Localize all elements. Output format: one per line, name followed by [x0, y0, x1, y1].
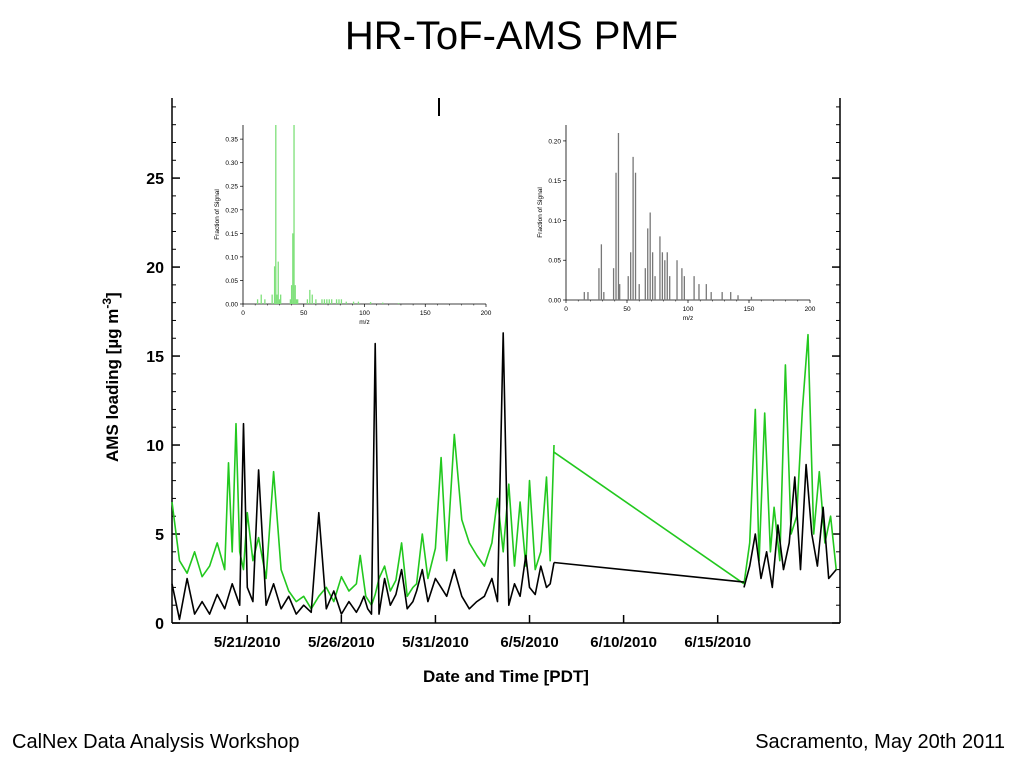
inset1-x-tick-label: 0 — [241, 310, 245, 317]
inset2-y-tick-label: 0.00 — [548, 298, 561, 305]
black-series-line — [171, 332, 555, 621]
slide-title: HR-ToF-AMS PMF — [344, 14, 679, 58]
inset2-x-tick-label: 50 — [623, 306, 631, 313]
inset-gray-spectrum: 0.00 0.05 0.10 0.15 0.20 0 50 100 150 200 m/z Fract… — [534, 118, 822, 328]
inset2-x-tick-label: 200 — [805, 306, 816, 313]
main-x-tick-label: 6/5/2010 — [500, 634, 558, 651]
green-series-line — [553, 451, 745, 585]
main-y-tick-label: 25 — [146, 171, 164, 188]
black-series-line — [743, 463, 837, 589]
black-series-line — [553, 561, 745, 583]
main-y-tick-label: 15 — [146, 349, 164, 366]
inset1-y-tick-label: 0.10 — [225, 254, 238, 261]
inset1-y-tick-label: 0.25 — [225, 184, 238, 191]
inset1-y-tick-label: 0.05 — [225, 278, 238, 285]
inset2-x-tick-label: 0 — [564, 306, 568, 313]
inset1-y-tick-label: 0.00 — [225, 302, 238, 309]
green-series-line — [171, 422, 555, 610]
inset2-y-tick-label: 0.15 — [548, 178, 561, 185]
inset1-x-tick-label: 100 — [359, 310, 370, 317]
main-y-tick-label: 20 — [146, 260, 164, 277]
main-xlabel: Date and Time [PDT] — [423, 667, 589, 686]
main-ylabel: AMS loading [µg m-3] — [100, 292, 122, 462]
inset1-xlabel: m/z — [359, 319, 369, 326]
main-x-tick-label: 6/10/2010 — [590, 634, 657, 651]
inset1-ylabel: Fraction of Signal — [214, 189, 221, 240]
inset-green-spectrum: 0.00 0.05 0.10 0.15 0.20 0.25 0.30 0.35 0 50 100 15… — [211, 118, 497, 328]
footer-workshop: CalNex Data Analysis Workshop — [12, 731, 300, 753]
main-y-tick-label: 5 — [155, 527, 164, 544]
main-y-tick-label: 0 — [155, 616, 164, 633]
inset2-x-tick-label: 100 — [683, 306, 694, 313]
inset2-y-tick-label: 0.10 — [548, 218, 561, 225]
inset1-x-tick-label: 150 — [420, 310, 431, 317]
inset1-x-tick-label: 200 — [481, 310, 492, 317]
footer-location-date: Sacramento, May 20th 2011 — [755, 731, 1005, 753]
green-series-line — [743, 333, 837, 584]
main-x-tick-label: 5/31/2010 — [402, 634, 469, 651]
inset1-y-tick-label: 0.30 — [225, 160, 238, 167]
main-x-tick-label: 5/21/2010 — [214, 634, 281, 651]
inset1-y-tick-label: 0.15 — [225, 231, 238, 238]
inset2-y-tick-label: 0.20 — [548, 138, 561, 145]
inset2-background — [534, 118, 822, 328]
main-x-tick-label: 6/15/2010 — [684, 634, 751, 651]
main-x-tick-label: 5/26/2010 — [308, 634, 375, 651]
inset2-xlabel: m/z — [683, 315, 693, 322]
main-y-tick-label: 10 — [146, 438, 164, 455]
inset1-y-tick-label: 0.35 — [225, 137, 238, 144]
inset1-y-tick-label: 0.20 — [225, 207, 238, 214]
inset1-background — [211, 118, 497, 328]
inset2-y-tick-label: 0.05 — [548, 258, 561, 265]
inset2-x-tick-label: 150 — [744, 306, 755, 313]
inset1-x-tick-label: 50 — [300, 310, 308, 317]
inset2-ylabel: Fraction of Signal — [537, 187, 544, 238]
